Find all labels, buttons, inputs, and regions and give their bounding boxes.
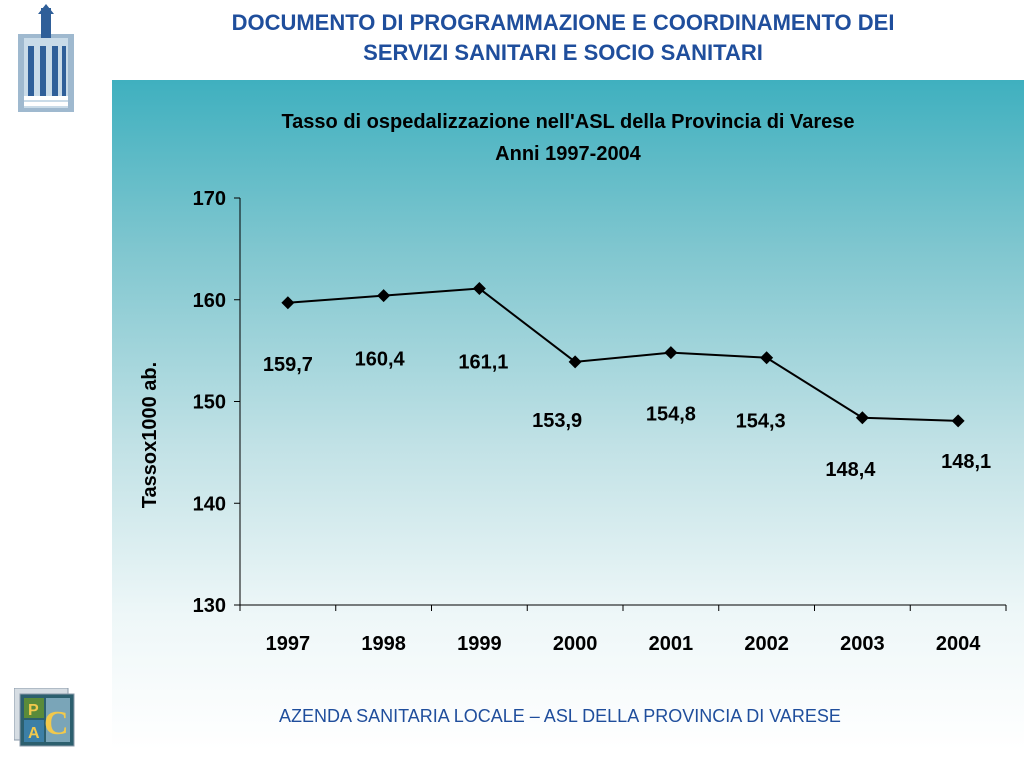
chart-title: Tasso di ospedalizzazione nell'ASL della… [281, 111, 854, 133]
page-title-line-1: DOCUMENTO DI PROGRAMMAZIONE E COORDINAME… [231, 10, 895, 35]
data-label: 148,1 [941, 451, 991, 473]
pac-logo-letter-a: A [28, 725, 40, 742]
data-label: 154,3 [736, 411, 786, 433]
data-label: 159,7 [263, 354, 313, 376]
page-title-line-2: SERVIZI SANITARI E SOCIO SANITARI [363, 40, 763, 65]
data-point-marker [951, 414, 965, 428]
page-title: DOCUMENTO DI PROGRAMMAZIONE E COORDINAME… [110, 8, 1016, 68]
chart-axes: 130 140 150 160 170 1997 1998 1999 2000 2001 2002 2… [193, 188, 1007, 655]
data-point-marker [855, 411, 869, 425]
x-tick-label: 2003 [840, 633, 885, 655]
line-chart: Tasso di ospedalizzazione nell'ASL della… [139, 111, 1007, 655]
data-label: 154,8 [646, 404, 696, 426]
x-tick-label: 2002 [744, 633, 789, 655]
footer-text: AZENDA SANITARIA LOCALE – ASL DELLA PROV… [279, 706, 841, 726]
y-tick-label: 160 [193, 290, 226, 312]
data-point-marker [568, 355, 582, 369]
x-tick-label: 2000 [553, 633, 598, 655]
pac-logo-letter-p: P [28, 702, 39, 719]
data-point-marker [377, 289, 391, 303]
pac-logo: P A C [14, 688, 75, 747]
chart-panel: Tasso di ospedalizzazione nell'ASL della… [112, 80, 1024, 750]
x-tick-label: 1997 [266, 633, 311, 655]
data-point-marker [760, 351, 774, 365]
y-axis-label: Tassox1000 ab. [139, 362, 161, 508]
x-tick-label: 1999 [457, 633, 502, 655]
data-point-marker [664, 346, 678, 360]
y-tick-label: 130 [193, 595, 226, 617]
y-tick-label: 170 [193, 188, 226, 210]
y-tick-label: 140 [193, 493, 226, 515]
chart-series: 159,7 160,4 161,1 153,9 154,8 154,3 148,4 148,1 [263, 282, 991, 481]
pac-logo-letter-c: C [44, 705, 69, 742]
building-logo [18, 4, 74, 112]
data-point-marker [472, 282, 486, 296]
x-tick-label: 2001 [649, 633, 694, 655]
x-tick-label: 2004 [936, 633, 981, 655]
y-tick-label: 150 [193, 392, 226, 414]
series-line [287, 287, 959, 422]
data-label: 161,1 [458, 352, 508, 374]
data-label: 153,9 [532, 410, 582, 432]
data-label: 160,4 [355, 349, 406, 371]
data-label: 148,4 [825, 459, 876, 481]
x-tick-label: 1998 [361, 633, 406, 655]
data-point-marker [281, 296, 295, 310]
chart-subtitle: Anni 1997-2004 [495, 143, 642, 165]
